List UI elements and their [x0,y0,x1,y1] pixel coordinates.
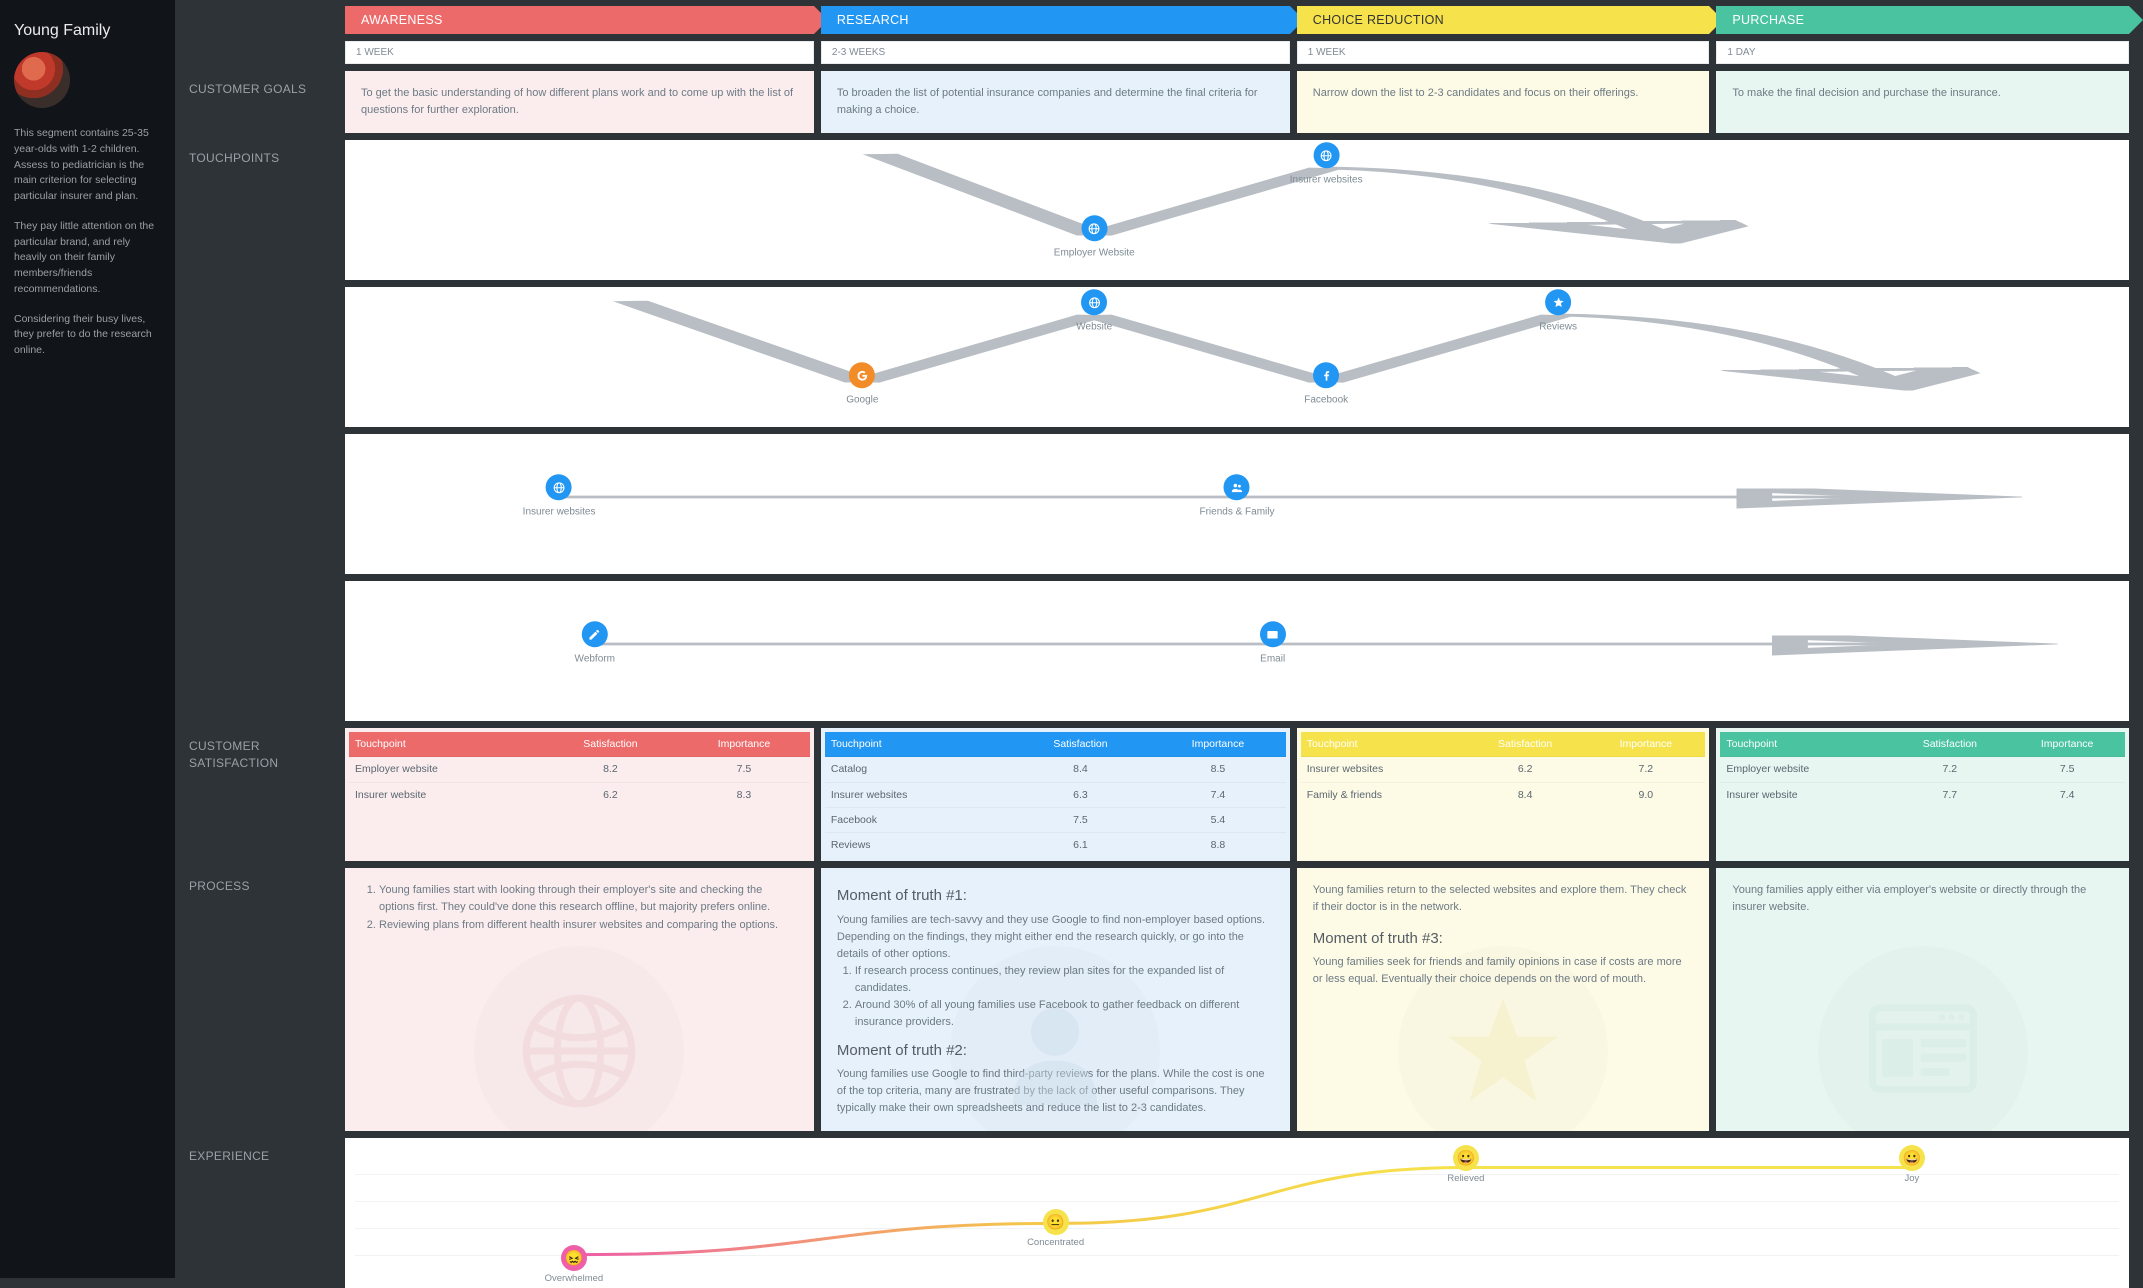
pencil-icon [582,621,608,647]
globe-icon [1081,215,1107,241]
sat-header: Satisfaction [1464,732,1586,757]
people-icon [1224,474,1250,500]
process-research: Moment of truth #1: Young families are t… [821,868,1290,1131]
touchpoint-insurer-websites: Insurer websites [523,474,596,520]
touchpoint-facebook: Facebook [1304,362,1348,408]
experience-chart: 😖Overwhelmed 😐Concentrated 😀Relieved 😀Joy [345,1138,2129,1288]
table-row: Catalog8.48.5 [825,757,1286,782]
touchpoint-employer-website: Employer Website [1054,215,1135,261]
persona-avatar [14,52,70,108]
sat-choice: TouchpointSatisfactionImportanceInsurer … [1297,728,1710,861]
goal-awareness: To get the basic understanding of how di… [345,71,814,133]
stage-purchase: PURCHASE [1716,6,2129,34]
touchpoints-purchase: Webform Email [345,581,2129,721]
duration-choice: 1 WEEK [1297,41,1710,64]
sat-header: Importance [1586,732,1705,757]
globe-icon [1081,290,1107,316]
goal-choice: Narrow down the list to 2-3 candidates a… [1297,71,1710,133]
table-row: Insurer website6.28.3 [349,782,810,807]
persona-title: Young Family [14,22,161,40]
row-label-process: PROCESS [175,868,345,1131]
experience-concentrated: 😐Concentrated [1043,1209,1069,1235]
persona-desc-3: Considering their busy lives, they prefe… [14,312,161,359]
touchpoint-email: Email [1260,621,1286,667]
row-label-goals: CUSTOMER GOALS [175,71,345,133]
duration-purchase: 1 DAY [1716,41,2129,64]
table-row: Insurer websites6.37.4 [825,782,1286,807]
touchpoint-insurer-websites: Insurer websites [1290,143,1363,189]
row-label-touchpoints: TOUCHPOINTS [175,140,345,721]
sat-header: Importance [2009,732,2125,757]
duration-research: 2-3 WEEKS [821,41,1290,64]
stage-awareness: AWARENESS [345,6,814,34]
experience-relieved: 😀Relieved [1453,1145,1479,1171]
persona-desc-2: They pay little attention on the particu… [14,219,161,298]
globe-icon [474,946,684,1131]
persona-desc-1: This segment contains 25-35 year-olds wi… [14,126,161,205]
stage-research: RESEARCH [821,6,1290,34]
duration-row: 1 WEEK 2-3 WEEKS 1 WEEK 1 DAY [345,41,2129,64]
journey-map: AWARENESS RESEARCH CHOICE REDUCTION PURC… [175,0,2143,1278]
touchpoints-awareness: Insurer websites Employer Website [345,140,2129,280]
stage-choice: CHOICE REDUCTION [1297,6,1710,34]
facebook-icon [1313,362,1339,388]
table-row: Insurer website7.77.4 [1720,782,2125,807]
google-icon [849,362,875,388]
globe-icon [546,474,572,500]
sat-header: Touchpoint [1301,732,1464,757]
sat-header: Satisfaction [1890,732,2009,757]
star-icon [1545,290,1571,316]
sat-purchase: TouchpointSatisfactionImportanceEmployer… [1716,728,2129,861]
process-aw-step1: Young families start with looking throug… [379,882,798,916]
globe-icon [1313,143,1339,169]
stage-header-row: AWARENESS RESEARCH CHOICE REDUCTION PURC… [345,6,2129,34]
browser-icon [1818,946,2028,1131]
table-row: Employer website8.27.5 [349,757,810,782]
sat-header: Satisfaction [1011,732,1150,757]
sat-header: Touchpoint [825,732,1011,757]
table-row: Family & friends8.49.0 [1301,782,1706,807]
row-label-experience: EXPERIENCE [175,1138,345,1288]
experience-joy: 😀Joy [1899,1145,1925,1171]
persona-sidebar: Young Family This segment contains 25-35… [0,0,175,1278]
touchpoint-reviews: Reviews [1539,290,1577,336]
table-row: Facebook7.55.4 [825,807,1286,832]
table-row: Insurer websites6.27.2 [1301,757,1706,782]
duration-awareness: 1 WEEK [345,41,814,64]
touchpoint-google: Google [846,362,878,408]
row-label-satisfaction: CUSTOMER SATISFACTION [175,728,345,861]
process-awareness: Young families start with looking throug… [345,868,814,1131]
process-aw-step2: Reviewing plans from different health in… [379,917,798,934]
touchpoint-website: Website [1076,290,1112,336]
touchpoints-row: Insurer websites Employer Website Website… [345,140,2129,721]
envelope-icon [1260,621,1286,647]
sat-awareness: TouchpointSatisfactionImportanceEmployer… [345,728,814,861]
sat-header: Importance [1150,732,1286,757]
touchpoints-research: Website Reviews Google Facebook [345,287,2129,427]
sat-header: Importance [678,732,810,757]
experience-overwhelmed: 😖Overwhelmed [561,1245,587,1271]
sat-research: TouchpointSatisfactionImportanceCatalog8… [821,728,1290,861]
touchpoints-choice: Insurer websites Friends & Family [345,434,2129,574]
process-choice: Young families return to the selected we… [1297,868,1710,1131]
process-purchase: Young families apply either via employer… [1716,868,2129,1131]
table-row: Employer website7.27.5 [1720,757,2125,782]
table-row: Reviews6.18.8 [825,833,1286,858]
sat-header: Touchpoint [1720,732,1890,757]
touchpoint-webform: Webform [575,621,615,667]
goal-purchase: To make the final decision and purchase … [1716,71,2129,133]
sat-header: Touchpoint [349,732,543,757]
touchpoint-friends-family: Friends & Family [1199,474,1274,520]
goal-research: To broaden the list of potential insuran… [821,71,1290,133]
sat-header: Satisfaction [543,732,678,757]
